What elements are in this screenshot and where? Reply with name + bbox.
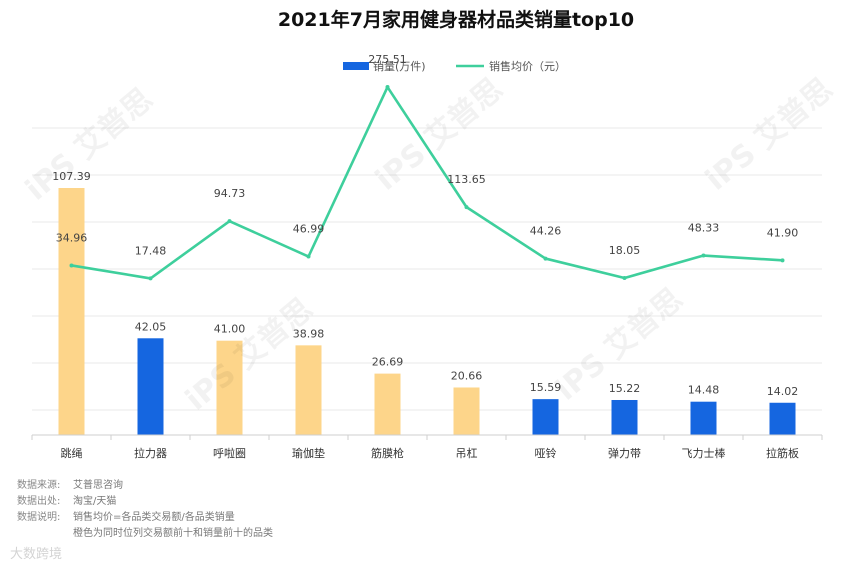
bar	[611, 399, 638, 435]
legend: 销量(万件) 销售均价（元）	[343, 59, 566, 73]
x-tick-label: 弹力带	[608, 446, 641, 460]
x-tick-label: 瑜伽垫	[292, 446, 325, 460]
bar	[532, 399, 559, 435]
data-notes: 数据来源: 艾普思咨询 数据出处: 淘宝/天猫 数据说明: 销售均价=各品类交易额/各…	[17, 478, 273, 542]
footer-brand: 大数跨境	[10, 547, 63, 562]
note-value: 销售均价=各品类交易额/各品类销量	[73, 512, 235, 523]
bar-value-label: 14.48	[688, 384, 720, 397]
bar-value-label: 15.59	[530, 381, 562, 394]
line-point	[69, 263, 74, 268]
line-point	[701, 253, 706, 258]
line-point	[464, 205, 469, 210]
line-value-label: 44.26	[530, 225, 562, 238]
line-value-label: 113.65	[447, 173, 486, 186]
bar-value-label: 42.05	[135, 320, 167, 333]
bar	[690, 401, 717, 435]
x-tick-label: 筋膜枪	[371, 446, 404, 460]
note-key: 数据出处:	[17, 496, 61, 507]
legend-label: 销售均价（元）	[489, 59, 566, 73]
legend-swatch-bar	[343, 62, 369, 70]
note-key: 数据来源:	[17, 480, 61, 491]
bar	[295, 345, 322, 435]
bar-value-label: 41.00	[214, 323, 246, 336]
bar-value-label: 20.66	[451, 369, 483, 382]
line-value-label: 275.51	[368, 53, 407, 66]
bar-value-label: 38.98	[293, 327, 325, 340]
x-axis: 跳绳 拉力器 呼啦圈 瑜伽垫 筋膜枪 吊杠 哑铃 弹力带 飞力士棒 拉筋板	[31, 434, 823, 460]
note-value: 艾普思咨询	[73, 480, 123, 491]
x-tick-label: 拉筋板	[766, 446, 799, 460]
bar-value-label: 14.02	[767, 385, 799, 398]
line-value-label: 94.73	[214, 187, 246, 200]
line-value-label: 46.99	[293, 223, 325, 236]
line-point	[385, 85, 390, 90]
bar	[769, 402, 796, 435]
x-tick-label: 飞力士棒	[682, 446, 726, 460]
note-value: 淘宝/天猫	[73, 496, 117, 507]
bar-value-label: 26.69	[372, 356, 404, 369]
bar-value-label: 107.39	[52, 170, 91, 183]
bar-value-label: 15.22	[609, 382, 641, 395]
x-tick-label: 跳绳	[61, 446, 83, 460]
note-value: 橙色为同时位列交易额前十和销量前十的品类	[73, 528, 273, 539]
bar	[453, 387, 480, 435]
note-origin: 数据出处: 淘宝/天猫	[17, 494, 273, 510]
bar-series: 107.39 42.05 41.00 38.98 26.69 20.66 15.59 15.2…	[52, 170, 798, 435]
line-point	[780, 258, 785, 263]
note-description: 数据说明: 销售均价=各品类交易额/各品类销量	[17, 510, 273, 526]
bar	[137, 338, 164, 435]
line-value-label: 17.48	[135, 244, 167, 257]
x-tick-label: 呼啦圈	[213, 446, 246, 460]
bar	[58, 188, 85, 435]
line-series: 34.96 17.48 94.73 46.99 275.51 113.65 44.26 18.…	[56, 53, 799, 281]
line-point	[227, 219, 232, 224]
line-value-label: 18.05	[609, 244, 641, 257]
line-point	[306, 254, 311, 259]
line-point	[543, 256, 548, 261]
note-description-2: 橙色为同时位列交易额前十和销量前十的品类	[17, 526, 273, 542]
x-tick-label: 哑铃	[535, 446, 557, 460]
x-tick-label: 吊杠	[456, 447, 478, 460]
line-point	[622, 276, 627, 281]
note-source: 数据来源: 艾普思咨询	[17, 478, 273, 494]
legend-label: 销量(万件)	[373, 59, 426, 73]
bar	[374, 373, 401, 435]
x-tick-label: 拉力器	[134, 446, 167, 460]
grid	[32, 127, 822, 411]
line-value-label: 41.90	[767, 226, 799, 239]
line-point	[148, 276, 153, 281]
line-value-label: 48.33	[688, 222, 720, 235]
chart-title: 2021年7月家用健身器材品类销量top10	[278, 8, 634, 31]
bar	[216, 340, 243, 435]
note-key: 数据说明:	[17, 512, 61, 523]
price-line	[71, 85, 783, 280]
line-value-label: 34.96	[56, 231, 88, 244]
